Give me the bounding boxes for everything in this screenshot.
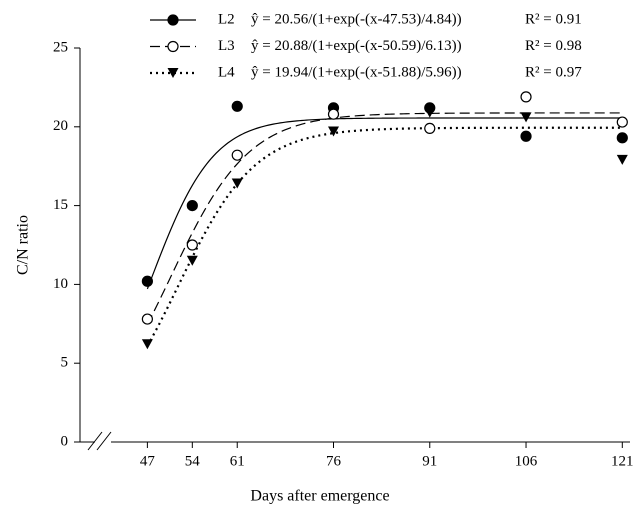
marker bbox=[520, 130, 532, 142]
legend-r2: R² = 0.98 bbox=[525, 38, 582, 54]
marker bbox=[424, 107, 436, 118]
y-axis-label: C/N ratio bbox=[15, 215, 32, 275]
marker bbox=[231, 149, 243, 161]
axis-break bbox=[87, 431, 103, 451]
legend-name: L2 bbox=[218, 11, 235, 27]
marker bbox=[231, 100, 243, 112]
y-tick-label: 15 bbox=[53, 197, 68, 213]
y-tick-label: 0 bbox=[61, 433, 69, 449]
x-tick-label: 121 bbox=[611, 453, 634, 469]
legend-r2: R² = 0.91 bbox=[525, 11, 582, 27]
fit-curve bbox=[146, 117, 623, 290]
marker bbox=[616, 132, 628, 144]
legend-r2: R² = 0.97 bbox=[525, 64, 582, 80]
x-tick-label: 76 bbox=[326, 453, 342, 469]
legend-equation: ŷ = 19.94/(1+exp(-(x-51.88)/5.96)) bbox=[251, 64, 462, 80]
x-tick-label: 91 bbox=[422, 453, 437, 469]
legend-name: L4 bbox=[218, 64, 235, 80]
marker bbox=[327, 108, 340, 120]
legend-marker bbox=[167, 40, 179, 53]
marker bbox=[186, 239, 198, 251]
x-tick-label: 54 bbox=[185, 453, 201, 469]
x-tick-label: 47 bbox=[140, 453, 156, 469]
marker bbox=[141, 339, 153, 350]
legend-marker bbox=[167, 14, 179, 26]
legend-equation: ŷ = 20.88/(1+exp(-(x-50.59)/6.13)) bbox=[251, 38, 462, 54]
x-axis-label: Days after emergence bbox=[250, 488, 389, 505]
marker bbox=[424, 122, 436, 134]
x-tick-label: 106 bbox=[515, 453, 538, 469]
marker bbox=[520, 91, 532, 103]
y-tick-label: 25 bbox=[53, 39, 68, 55]
marker bbox=[141, 275, 153, 287]
marker bbox=[186, 200, 198, 212]
marker bbox=[186, 255, 198, 266]
x-tick-label: 61 bbox=[230, 453, 245, 469]
legend-marker bbox=[167, 68, 179, 78]
y-tick-label: 5 bbox=[61, 355, 69, 371]
axis-break bbox=[96, 431, 112, 451]
marker bbox=[328, 126, 340, 137]
marker bbox=[141, 313, 153, 325]
y-tick-label: 20 bbox=[53, 118, 68, 134]
marker bbox=[231, 178, 243, 189]
marker bbox=[616, 154, 628, 165]
legend-name: L3 bbox=[218, 38, 235, 54]
marker bbox=[616, 116, 628, 128]
fit-curve bbox=[146, 112, 623, 325]
legend-equation: ŷ = 20.56/(1+exp(-(x-47.53)/4.84)) bbox=[251, 11, 462, 27]
y-tick-label: 10 bbox=[53, 276, 68, 292]
fit-curve bbox=[146, 126, 623, 347]
marker bbox=[520, 112, 532, 123]
